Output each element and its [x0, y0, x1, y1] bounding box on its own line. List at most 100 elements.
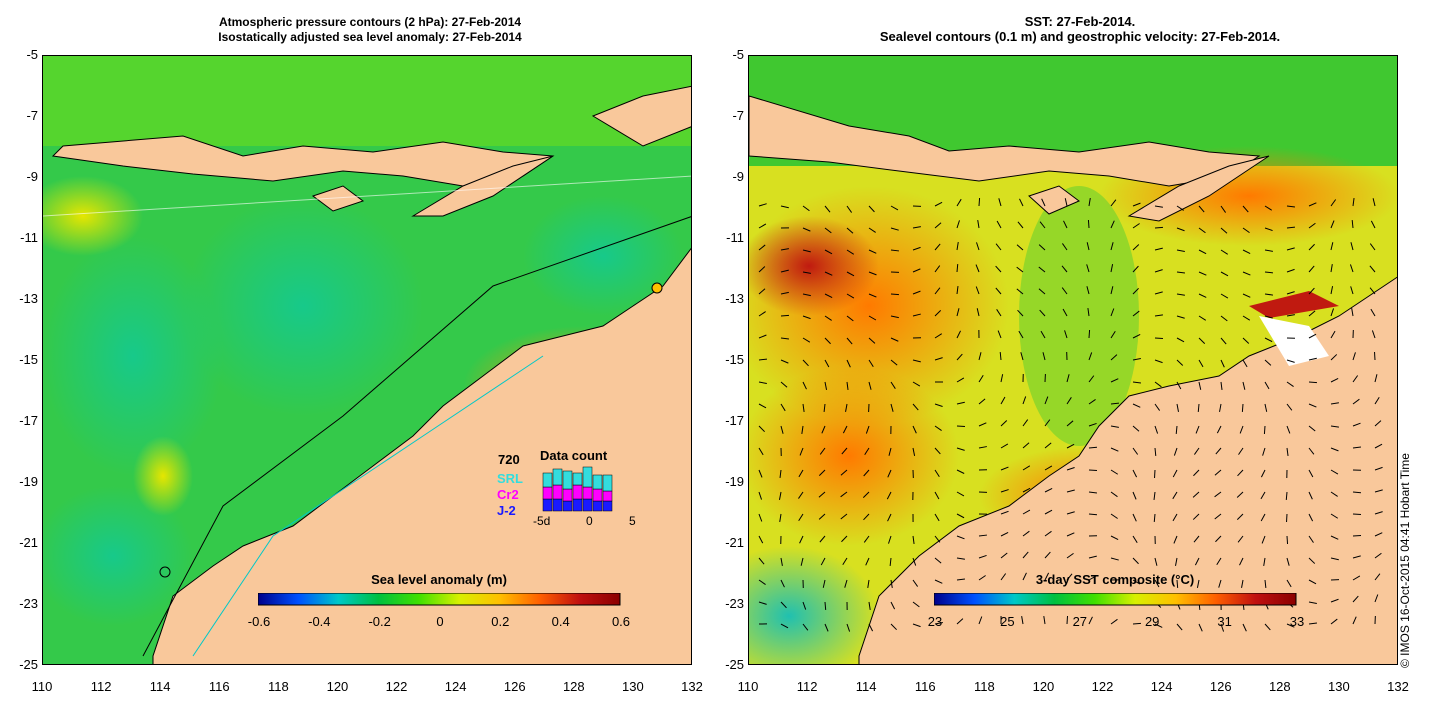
velocity-arrow [1220, 293, 1229, 299]
velocity-arrow [1066, 420, 1074, 427]
data-count-bar-segment [572, 498, 583, 512]
velocity-arrow [1132, 358, 1141, 361]
velocity-arrow [818, 513, 826, 520]
sea-level-anomaly-map[interactable] [42, 55, 692, 665]
velocity-arrow [780, 205, 789, 209]
velocity-arrow [1330, 618, 1338, 625]
velocity-arrow [1242, 315, 1251, 321]
left-lat-tick: -7 [26, 108, 38, 123]
velocity-arrow [956, 263, 959, 273]
velocity-arrow [1088, 198, 1091, 207]
left-lon-tick: 120 [326, 679, 349, 694]
velocity-arrow [1110, 286, 1114, 295]
velocity-arrow [1308, 601, 1317, 605]
velocity-arrow [840, 513, 848, 520]
velocity-arrow [1044, 419, 1051, 427]
velocity-arrow [818, 469, 826, 476]
velocity-arrow [758, 469, 763, 478]
velocity-arrow [1176, 359, 1184, 366]
velocity-arrow [846, 271, 855, 277]
velocity-arrow [824, 601, 827, 611]
velocity-arrow [824, 315, 832, 321]
velocity-arrow [865, 557, 870, 566]
velocity-arrow [1043, 616, 1046, 625]
velocity-arrow [868, 249, 877, 254]
velocity-arrow [1154, 425, 1159, 434]
velocity-arrow [1176, 623, 1183, 631]
velocity-arrow [1352, 352, 1356, 361]
left-lon-tick: 128 [562, 679, 585, 694]
velocity-arrow [824, 359, 830, 368]
velocity-arrow [1192, 491, 1200, 498]
velocity-arrow [1286, 557, 1290, 566]
velocity-arrow [934, 447, 941, 455]
velocity-arrow [1154, 447, 1157, 457]
velocity-arrow [890, 601, 896, 610]
left-lat-tick: -13 [19, 291, 38, 306]
velocity-arrow [1262, 447, 1266, 456]
velocity-arrow [802, 249, 811, 253]
velocity-arrow [1330, 598, 1339, 603]
velocity-arrow [978, 575, 986, 581]
velocity-arrow [1352, 375, 1359, 383]
velocity-arrow [912, 359, 921, 363]
velocity-arrow [823, 403, 826, 413]
velocity-arrow [1286, 579, 1292, 588]
velocity-arrow [1194, 557, 1200, 566]
velocity-arrow [1022, 509, 1031, 515]
data-count-bar-segment [602, 490, 613, 502]
velocity-arrow [1132, 265, 1139, 273]
velocity-arrow [802, 227, 811, 232]
left-lon-tick: 112 [90, 679, 112, 694]
left-lon-tick: 116 [208, 679, 230, 694]
velocity-arrow [1154, 247, 1163, 251]
velocity-arrow [1198, 315, 1207, 321]
velocity-arrow [824, 249, 833, 255]
velocity-arrow [998, 198, 1002, 207]
velocity-arrow [890, 205, 899, 211]
velocity-arrow [1241, 579, 1244, 588]
velocity-arrow [1374, 594, 1379, 603]
velocity-arrow [1088, 422, 1097, 427]
velocity-arrow [1176, 227, 1185, 232]
velocity-arrow [978, 554, 987, 559]
velocity-arrow [934, 535, 941, 543]
velocity-arrow [1132, 381, 1142, 384]
velocity-arrow [1374, 489, 1383, 493]
right-lon-tick: 112 [796, 679, 818, 694]
velocity-arrow [975, 264, 980, 273]
sla-colorbar [258, 593, 621, 606]
velocity-arrow [802, 601, 807, 610]
velocity-arrow [1087, 219, 1090, 229]
velocity-arrow [1110, 447, 1119, 452]
velocity-arrow [1000, 531, 1009, 537]
velocity-arrow [999, 351, 1002, 361]
velocity-arrow [912, 268, 921, 273]
dc-tick-mid: 0 [586, 514, 593, 528]
velocity-arrow [1016, 266, 1024, 273]
velocity-arrow [1062, 308, 1068, 317]
sst-map[interactable] [748, 55, 1398, 665]
velocity-arrow [1374, 443, 1383, 449]
data-count-bar-segment [592, 474, 603, 490]
velocity-arrow [1022, 551, 1029, 559]
velocity-arrow [1352, 422, 1361, 427]
velocity-arrow [1042, 352, 1046, 361]
velocity-arrow [956, 353, 963, 361]
velocity-arrow [934, 310, 942, 317]
velocity-arrow [1198, 227, 1206, 234]
dc-tick-right: 5 [629, 514, 636, 528]
velocity-arrow [976, 308, 980, 317]
velocity-arrow [1154, 381, 1162, 388]
left-lat-tick: -5 [26, 47, 38, 62]
velocity-arrow [868, 623, 874, 632]
velocity-arrow [1330, 425, 1339, 428]
velocity-arrow [956, 425, 966, 428]
velocity-arrow [956, 618, 964, 625]
velocity-arrow [1064, 330, 1068, 339]
velocity-arrow [1021, 616, 1024, 625]
right-lon-tick: 116 [914, 679, 936, 694]
velocity-arrow [1220, 249, 1229, 255]
data-count-bar-segment [582, 486, 593, 500]
velocity-arrow [956, 220, 960, 229]
